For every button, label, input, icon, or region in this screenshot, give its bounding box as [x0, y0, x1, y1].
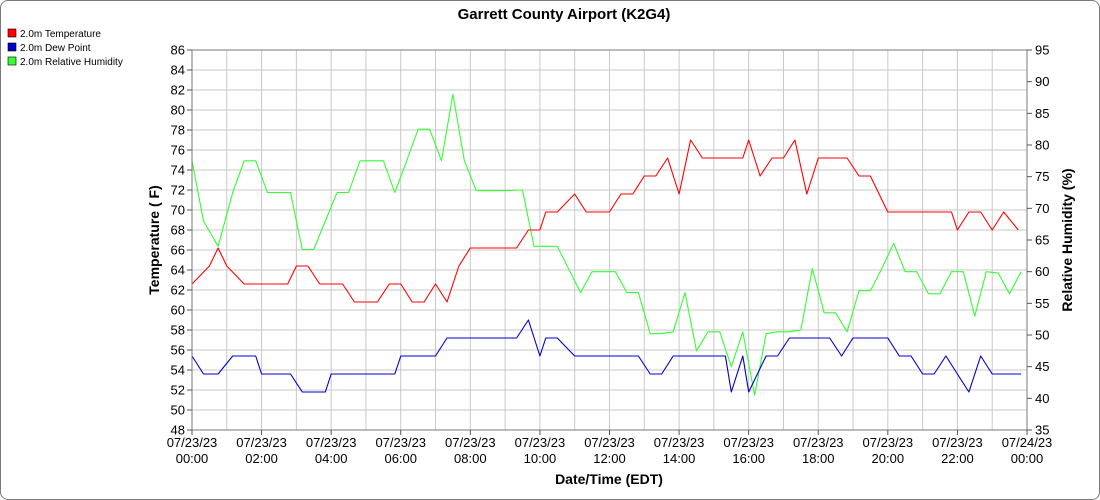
- y-tick-label: 82: [171, 83, 185, 98]
- y-tick-label: 52: [171, 383, 185, 398]
- x-tick-date: 07/23/23: [445, 435, 496, 450]
- y-tick-label: 50: [171, 403, 185, 418]
- x-tick-time: 04:00: [315, 451, 348, 466]
- series-line-2-0m-relative-humidity: [191, 93, 1022, 396]
- y-tick-label: 60: [171, 303, 185, 318]
- y-tick-label: 54: [171, 363, 185, 378]
- series-line-2-0m-temperature: [191, 139, 1019, 303]
- y-axis-left: 48 50 52 54 56 58 60 62 64 66 68 70 72 74 76 78 80 82 84 86: [171, 43, 192, 438]
- x-tick-time: 06:00: [384, 451, 417, 466]
- x-tick-date: 07/23/23: [167, 435, 218, 450]
- y-tick-label: 62: [171, 283, 185, 298]
- y2-tick-label: 60: [1035, 264, 1049, 279]
- x-tick-date: 07/24/23: [1002, 435, 1053, 450]
- y2-tick-label: 90: [1035, 74, 1049, 89]
- x-tick-time: 14:00: [663, 451, 696, 466]
- x-tick-date: 07/23/23: [306, 435, 357, 450]
- series-line-2-0m-dew-point: [191, 319, 1022, 393]
- x-tick-time: 00:00: [1011, 451, 1044, 466]
- y-axis-label: Temperature ( F): [146, 185, 162, 294]
- y2-axis-label: Relative Humidity (%): [1059, 168, 1075, 311]
- y2-tick-label: 95: [1035, 43, 1049, 58]
- y2-tick-label: 70: [1035, 201, 1049, 216]
- legend: 2.0m Temperature 2.0m Dew Point 2.0m Relat…: [7, 28, 123, 68]
- y2-tick-label: 55: [1035, 296, 1049, 311]
- legend-label: 2.0m Temperature: [20, 29, 101, 40]
- legend-swatch: [7, 56, 17, 66]
- y-tick-label: 70: [171, 203, 185, 218]
- x-tick-date: 07/23/23: [793, 435, 844, 450]
- series-layer: [191, 93, 1022, 396]
- y2-tick-label: 80: [1035, 138, 1049, 153]
- x-tick-time: 00:00: [176, 451, 209, 466]
- x-tick-time: 22:00: [941, 451, 974, 466]
- y-tick-label: 80: [171, 103, 185, 118]
- x-tick-date: 07/23/23: [654, 435, 705, 450]
- chart-title: Garrett County Airport (K2G4): [458, 6, 671, 23]
- legend-swatch: [7, 42, 17, 52]
- x-tick-date: 07/23/23: [515, 435, 566, 450]
- y-tick-label: 86: [171, 43, 185, 58]
- y-tick-label: 64: [171, 263, 185, 278]
- y2-tick-label: 40: [1035, 391, 1049, 406]
- x-tick-time: 02:00: [245, 451, 278, 466]
- y-tick-label: 66: [171, 243, 185, 258]
- y-axis-right: 35 40 45 50 55 60 65 70 75 80 85 90 95: [1027, 43, 1049, 438]
- y-tick-label: 78: [171, 123, 185, 138]
- x-tick-date: 07/23/23: [375, 435, 426, 450]
- legend-label: 2.0m Dew Point: [20, 43, 91, 54]
- x-tick-time: 10:00: [524, 451, 557, 466]
- y-tick-label: 48: [171, 423, 185, 438]
- y-tick-label: 56: [171, 343, 185, 358]
- y2-tick-label: 50: [1035, 328, 1049, 343]
- legend-swatch: [7, 28, 17, 38]
- x-tick-date: 07/23/23: [863, 435, 914, 450]
- y-tick-label: 74: [171, 163, 185, 178]
- y2-tick-label: 75: [1035, 169, 1049, 184]
- y2-tick-label: 85: [1035, 106, 1049, 121]
- x-tick-date: 07/23/23: [584, 435, 635, 450]
- x-tick-date: 07/23/23: [236, 435, 287, 450]
- y2-tick-label: 45: [1035, 359, 1049, 374]
- x-tick-time: 20:00: [872, 451, 905, 466]
- x-tick-date: 07/23/23: [932, 435, 983, 450]
- y2-tick-label: 35: [1035, 423, 1049, 438]
- x-axis-label: Date/Time (EDT): [555, 471, 663, 487]
- x-axis: 07/23/2300:0007/23/2302:0007/23/2304:000…: [167, 430, 1053, 466]
- y-tick-label: 68: [171, 223, 185, 238]
- y-tick-label: 72: [171, 183, 185, 198]
- x-tick-time: 08:00: [454, 451, 487, 466]
- x-tick-date: 07/23/23: [723, 435, 774, 450]
- y-tick-label: 58: [171, 323, 185, 338]
- legend-label: 2.0m Relative Humidity: [20, 57, 123, 68]
- x-tick-time: 12:00: [593, 451, 626, 466]
- y2-tick-label: 65: [1035, 233, 1049, 248]
- y-tick-label: 76: [171, 143, 185, 158]
- y-tick-label: 84: [171, 63, 185, 78]
- x-tick-time: 18:00: [802, 451, 835, 466]
- x-tick-time: 16:00: [732, 451, 765, 466]
